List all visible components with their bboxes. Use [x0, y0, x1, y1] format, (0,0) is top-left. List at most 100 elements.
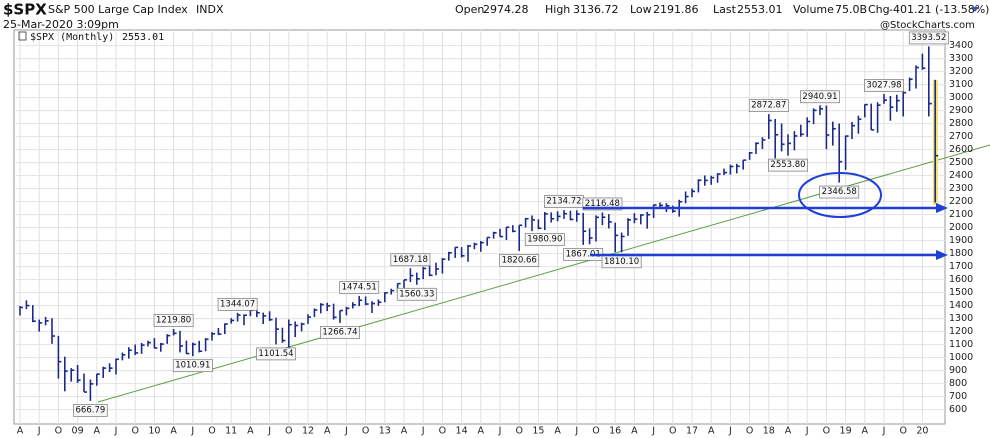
annotation-box: [172, 359, 213, 373]
x-tick-label: O: [899, 426, 906, 437]
x-tick-label: O: [746, 426, 753, 437]
quote-value: 2974.28: [483, 3, 529, 16]
x-tick-label: 19: [840, 426, 852, 437]
y-tick-label: 2200: [949, 196, 973, 207]
x-tick-label: J: [114, 426, 118, 437]
x-tick-label: J: [190, 426, 194, 437]
annotation-label: 1687.18: [393, 255, 428, 265]
legend-icon: [18, 31, 27, 41]
annotation-label: 1560.33: [399, 289, 434, 299]
timestamp: 25-Mar-2020 3:09pm: [3, 18, 119, 31]
y-tick-label: 2500: [949, 157, 973, 168]
annotation-box: [768, 158, 808, 172]
x-tick-label: 14: [456, 426, 468, 437]
x-tick-label: A: [862, 426, 869, 437]
y-tick-label: 2600: [949, 144, 973, 155]
annotation-box: [748, 99, 789, 112]
y-tick-label: 1500: [949, 287, 973, 298]
quote-label: Open: [455, 3, 484, 16]
legend-label: $SPX (Monthly): [30, 32, 114, 43]
y-tick-label: 3000: [949, 92, 973, 103]
x-tick-label: A: [17, 426, 24, 437]
x-tick-label: A: [94, 426, 101, 437]
x-tick-label: 12: [302, 426, 314, 437]
arrow-head: [936, 203, 948, 213]
y-tick-label: 1100: [949, 339, 973, 350]
quote-value: 2553.01: [737, 3, 783, 16]
y-tick-label: 2300: [949, 183, 973, 194]
x-tick-label: O: [823, 426, 830, 437]
y-tick-label: 1800: [949, 248, 973, 259]
quote-label: Low: [630, 3, 652, 16]
quote-value: 2191.86: [653, 3, 699, 16]
x-tick-label: O: [55, 426, 62, 437]
grid: [14, 30, 945, 424]
annotation-label: 2872.87: [751, 101, 786, 111]
annotation-label: 1980.90: [527, 235, 562, 245]
annotation-label: 2116.48: [585, 199, 620, 209]
annotation-box: [320, 326, 360, 339]
annotation-box: [819, 185, 860, 199]
symbol: $SPX: [3, 1, 47, 19]
y-tick-label: 1400: [949, 300, 973, 311]
x-tick-label: A: [170, 426, 177, 437]
x-tick-label: A: [554, 426, 561, 437]
x-tick-label: A: [324, 426, 331, 437]
annotation-label: 3027.98: [866, 80, 901, 90]
y-tick-label: 1000: [949, 352, 973, 363]
x-tick-label: A: [478, 426, 485, 437]
credit: @StockCharts.com: [880, 20, 975, 31]
annotation-label: 666.79: [76, 405, 106, 415]
y-tick-label: 600: [949, 404, 967, 415]
x-tick-label: A: [631, 426, 638, 437]
x-tick-label: 09: [72, 426, 84, 437]
quote-value: -401.21 (-13.58%): [889, 3, 989, 16]
y-tick-label: 2400: [949, 170, 973, 181]
quote-label: Volume: [793, 3, 834, 16]
annotation-box: [864, 79, 904, 92]
x-tick-label: O: [439, 426, 446, 437]
drawn-markup: [583, 172, 948, 260]
menu-arrow[interactable]: [971, 7, 979, 12]
circle-markup: [798, 172, 882, 218]
y-tick-label: 3400: [949, 40, 973, 51]
y-tick-label: 700: [949, 391, 967, 402]
annotation-box: [908, 31, 949, 45]
x-tick-label: J: [267, 426, 271, 437]
annotation-label: 1344.07: [220, 299, 255, 309]
annotation-label: 2553.80: [770, 160, 805, 170]
x-tick-label: O: [362, 426, 369, 437]
quote-label: Chg: [868, 3, 890, 16]
annotation-box: [800, 90, 840, 104]
annotation-box: [390, 253, 431, 267]
y-tick-label: 2000: [949, 222, 973, 233]
y-tick-label: 2700: [949, 131, 973, 142]
quote-value: 3136.72: [573, 3, 619, 16]
y-tick-label: 1900: [949, 235, 973, 246]
y-tick-label: 3100: [949, 79, 973, 90]
y-tick-label: 2100: [949, 209, 973, 220]
y-tick-label: 900: [949, 365, 967, 376]
annotation-label: 1867.01: [566, 249, 601, 259]
x-tick-label: O: [131, 426, 138, 437]
plot-area: [13, 29, 946, 425]
y-tick-label: 2900: [949, 105, 973, 116]
quote-label: High: [545, 3, 570, 16]
x-tick-label: O: [208, 426, 215, 437]
y-tick-label: 3300: [949, 53, 973, 64]
x-tick-label: 17: [686, 426, 698, 437]
annotation-box: [339, 281, 380, 294]
x-tick-label: A: [247, 426, 254, 437]
annotation-box: [396, 287, 437, 301]
legend-value: 2553.01: [122, 32, 164, 43]
annotation-label: 1266.74: [322, 327, 357, 337]
x-tick-label: A: [401, 426, 408, 437]
annotation-box: [217, 298, 258, 311]
exchange: INDX: [196, 3, 224, 16]
annotation-label: 1820.66: [502, 255, 537, 265]
annotation-label: 2346.58: [822, 187, 857, 197]
y-tick-label: 1600: [949, 274, 973, 285]
y-tick-label: 3200: [949, 66, 973, 77]
x-tick-label: J: [574, 426, 578, 437]
